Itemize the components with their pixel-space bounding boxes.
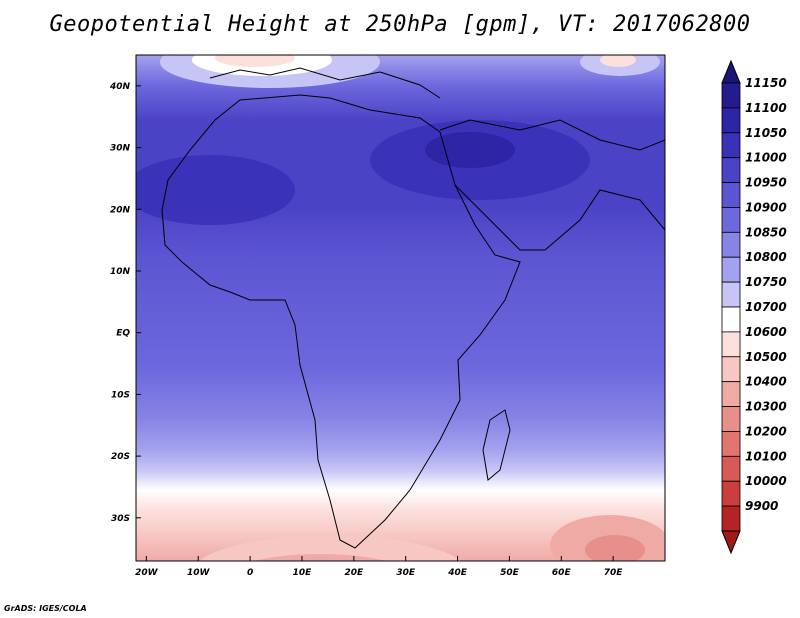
colorbar-swatch [721, 132, 741, 159]
lon-tick-label: 0 [247, 568, 253, 578]
lon-tick-label: 70E [604, 568, 624, 578]
colorbar: 11150 11100 11050 11000 10950 10900 10850 10800… [721, 59, 787, 555]
lat-tick-label: EQ [116, 329, 130, 339]
lat-tick-label: 30S [111, 514, 130, 524]
height-field [136, 55, 665, 561]
colorbar-swatch [721, 480, 741, 507]
plot-frame [135, 54, 666, 562]
latitude-ticks: 40N 30N 20N 10N EQ 10S 20S 30S [109, 82, 141, 524]
colorbar-swatch [721, 306, 741, 333]
colorbar-swatch [721, 431, 741, 457]
lon-tick-label: 60E [552, 568, 572, 578]
lon-tick-label: 50E [500, 568, 520, 578]
colorbar-label: 10800 [745, 250, 787, 264]
lon-tick-label: 10W [187, 568, 211, 578]
colorbar-swatch [721, 406, 741, 432]
colorbar-label: 11150 [745, 76, 787, 90]
colorbar-label: 10900 [745, 200, 787, 214]
lon-tick-label: 40E [447, 568, 468, 578]
coastlines [161, 67, 665, 549]
colorbar-label: 10200 [745, 424, 787, 438]
lat-tick-label: 10N [110, 267, 131, 277]
lat-tick-label: 30N [110, 144, 131, 154]
colorbar-label: 10500 [745, 350, 787, 364]
colorbar-swatch [721, 207, 741, 233]
colorbar-bottom-arrow [721, 530, 741, 555]
colorbar-label: 10750 [745, 275, 787, 289]
colorbar-label: 11000 [745, 151, 787, 165]
colorbar-label: 10950 [745, 176, 787, 190]
lon-tick-label: 20E [344, 568, 364, 578]
lat-tick-label: 40N [109, 82, 131, 92]
lon-tick-label: 20W [135, 568, 159, 578]
colorbar-label: 10850 [745, 225, 787, 239]
colorbar-swatch [721, 231, 741, 258]
colorbar-label: 10300 [745, 400, 787, 414]
lat-tick-label: 10S [111, 390, 130, 400]
colorbar-swatch [721, 256, 741, 283]
colorbar-label: 10000 [745, 474, 787, 488]
colorbar-swatch [721, 157, 741, 183]
colorbar-label: 9900 [745, 499, 778, 513]
colorbar-label: 11050 [745, 126, 787, 140]
colorbar-swatch [721, 381, 741, 407]
colorbar-swatch [721, 356, 741, 383]
lon-tick-label: 30E [396, 568, 416, 578]
longitude-ticks: 20W 10W 0 10E 20E 30E 40E 50E 60E 70E [135, 556, 623, 578]
colorbar-swatch [721, 281, 741, 308]
colorbar-label: 10700 [745, 300, 787, 314]
colorbar-swatch [721, 331, 741, 358]
colorbar-label: 10400 [745, 375, 787, 389]
colorbar-label: 11100 [745, 101, 787, 115]
lon-tick-label: 10E [293, 568, 313, 578]
colorbar-swatch [721, 455, 741, 482]
colorbar-label: 10600 [745, 325, 787, 339]
map-title: Geopotential Height at 250hPa [gpm], VT:… [49, 12, 751, 37]
lat-tick-label: 20S [111, 452, 130, 462]
lat-tick-label: 20N [110, 205, 131, 215]
colorbar-swatch [721, 182, 741, 208]
colorbar-label: 10100 [745, 449, 787, 463]
colorbar-top-arrow [721, 59, 741, 84]
credit-text: GrADS: IGES/COLA [4, 604, 87, 613]
colorbar-swatch [721, 107, 741, 134]
colorbar-swatch [721, 505, 741, 532]
colorbar-swatch [721, 82, 741, 109]
